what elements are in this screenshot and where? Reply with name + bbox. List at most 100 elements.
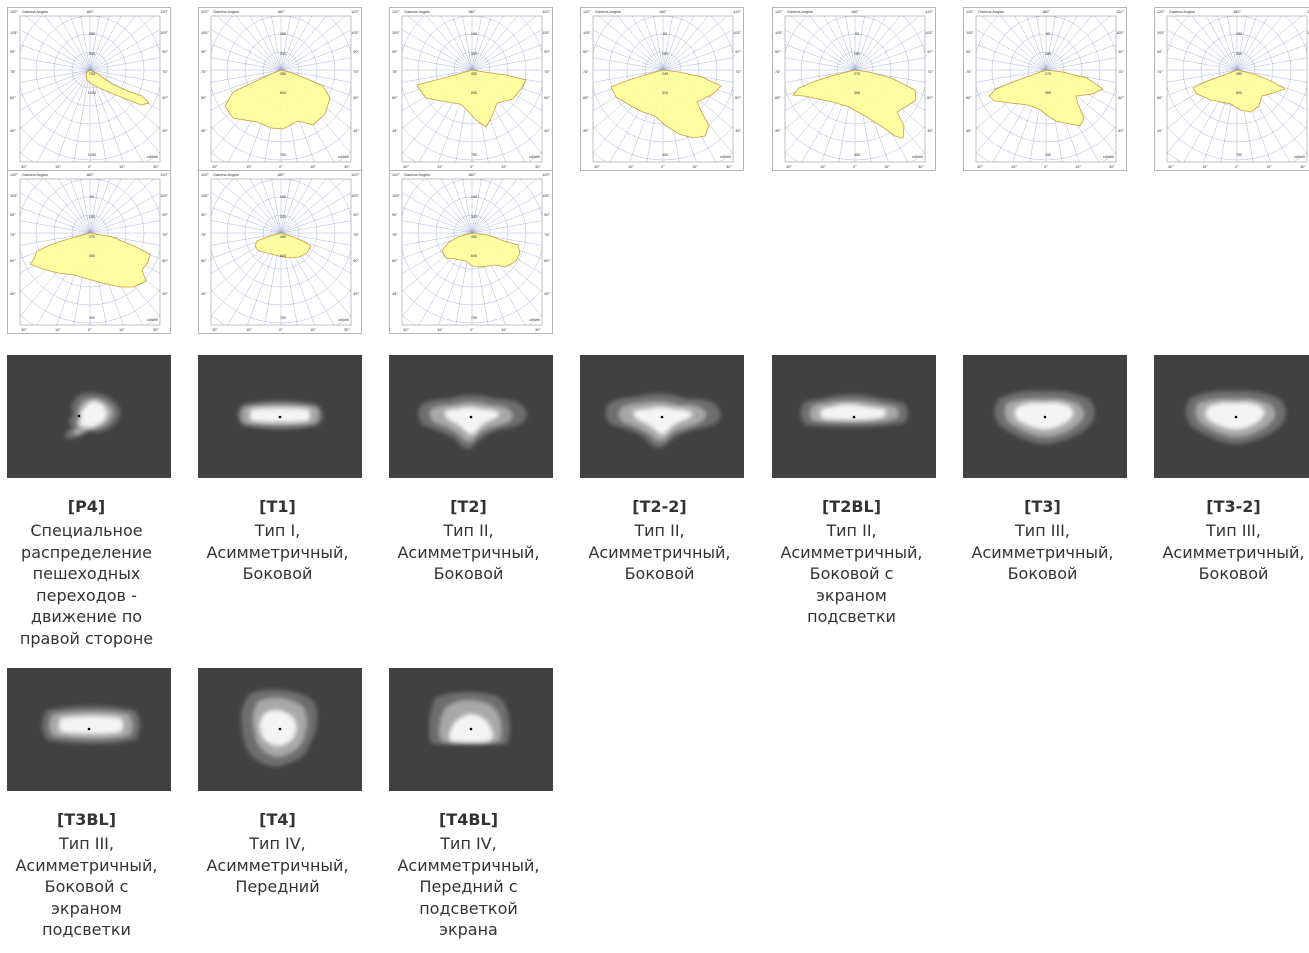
distribution-code: [T4BL] xyxy=(438,810,499,829)
luminaire-position-dot xyxy=(278,727,282,731)
angle-label: 30° xyxy=(1300,165,1306,169)
angle-label: 15° xyxy=(1075,165,1081,169)
distribution-code: [T2-2] xyxy=(632,497,687,516)
angle-label: 120° xyxy=(201,10,209,14)
distribution-description: Тип IV, Асимметричный, Передний xyxy=(206,834,349,896)
scale-label: 1000 xyxy=(88,91,96,95)
angle-label: 45° xyxy=(544,129,550,133)
scale-label: 150 xyxy=(1236,32,1242,36)
scale-label: 750 xyxy=(471,316,477,320)
angle-label: 105° xyxy=(925,31,933,35)
angle-label: 90° xyxy=(544,50,550,54)
distribution-code: [T3] xyxy=(1024,497,1061,516)
angle-label: 30° xyxy=(1109,165,1115,169)
illuminance-zone-core xyxy=(1014,402,1074,430)
distribution-caption-t2-2: [T2-2] Тип II, Асимметричный, Боковой xyxy=(572,496,747,585)
angle-label: 90° xyxy=(10,50,16,54)
angle-label: 120° xyxy=(351,10,359,14)
distribution-caption-p4: [P4] Специальное распределение пешеходны… xyxy=(0,496,174,649)
unit-label: cd/klm xyxy=(912,155,923,159)
angle-label: 45° xyxy=(583,129,589,133)
unit-label: cd/klm xyxy=(338,155,349,159)
angle-label: 15° xyxy=(310,165,316,169)
angle-label: 60° xyxy=(583,96,589,100)
angle-label: 15° xyxy=(310,328,316,332)
angle-label: 120° xyxy=(925,10,933,14)
angle-label: 60° xyxy=(392,96,398,100)
angle-label: 60° xyxy=(201,259,207,263)
scale-label: 450 xyxy=(471,72,477,76)
light-distribution-curve xyxy=(416,69,527,128)
scale-label: 240 xyxy=(662,72,668,76)
angle-label: 45° xyxy=(966,129,972,133)
angle-label: 90° xyxy=(544,213,550,217)
distribution-description: Тип II, Асимметричный, Боковой xyxy=(588,521,731,583)
scale-label: 300 xyxy=(280,52,286,56)
angle-label: 120° xyxy=(1307,10,1309,14)
angle-label: 90° xyxy=(201,50,207,54)
angle-label: 15° xyxy=(55,328,61,332)
scale-label: 90 xyxy=(90,195,94,199)
angle-label: 30° xyxy=(21,165,27,169)
angle-label: 0° xyxy=(1044,165,1048,169)
angle-label: 0° xyxy=(470,165,474,169)
angle-label: 180° xyxy=(659,10,667,14)
distribution-code: [T2] xyxy=(450,497,487,516)
angle-label: 105° xyxy=(733,31,741,35)
angle-label: 30° xyxy=(535,165,541,169)
scale-label: 450 xyxy=(89,316,95,320)
distribution-caption-t2bl: [T2BL] Тип II, Асимметричный, Боковой с … xyxy=(764,496,939,628)
angle-label: 90° xyxy=(927,50,933,54)
angle-label: 90° xyxy=(583,50,589,54)
angle-label: 45° xyxy=(10,292,16,296)
angle-label: 60° xyxy=(353,259,359,263)
angle-label: 30° xyxy=(212,165,218,169)
angle-label: 0° xyxy=(853,165,857,169)
angle-label: 180° xyxy=(468,173,476,177)
angle-label: 15° xyxy=(246,165,252,169)
angle-label: 105° xyxy=(10,194,18,198)
unit-label: cd/klm xyxy=(1294,155,1305,159)
polar-diagram-t2-2: 120° Gamma Angles 180° 120° 105° 105° 90° 90° 75… xyxy=(580,7,744,171)
distribution-code: [T3-2] xyxy=(1206,497,1261,516)
angle-label: 30° xyxy=(535,328,541,332)
angle-label: 75° xyxy=(544,233,550,237)
angle-label: 90° xyxy=(735,50,741,54)
angle-label: 30° xyxy=(1168,165,1174,169)
angle-label: 105° xyxy=(1307,31,1309,35)
angle-label: 15° xyxy=(1011,165,1017,169)
angle-label: 15° xyxy=(437,328,443,332)
distribution-description: Тип III, Асимметричный, Боковой с экрано… xyxy=(15,834,158,939)
angle-label: 45° xyxy=(353,129,359,133)
polar-diagram-t3-2: 120°Gamma Angles180°120°105°105°90°90°75… xyxy=(1154,7,1309,171)
scale-label: 300 xyxy=(471,52,477,56)
illuminance-zone-core xyxy=(633,407,693,435)
angle-label: 75° xyxy=(775,70,781,74)
angle-label: 75° xyxy=(162,233,168,237)
scale-label: 150 xyxy=(471,32,477,36)
angle-label: 105° xyxy=(966,31,974,35)
footprint-image-t4 xyxy=(198,668,362,791)
distribution-description: Тип III, Асимметричный, Боковой xyxy=(1162,521,1305,583)
scale-label: 360 xyxy=(854,91,860,95)
angle-label: 60° xyxy=(10,96,16,100)
luminaire-position-dot xyxy=(469,415,473,419)
angle-label: 60° xyxy=(353,96,359,100)
angle-label: 30° xyxy=(403,165,409,169)
unit-label: cd/klm xyxy=(720,155,731,159)
angle-label: 120° xyxy=(966,10,974,14)
angle-label: 15° xyxy=(820,165,826,169)
angle-label: 45° xyxy=(392,129,398,133)
scale-label: 750 xyxy=(89,72,95,76)
light-distribution-curve xyxy=(441,232,521,268)
scale-label: 600 xyxy=(280,254,286,258)
angle-label: 30° xyxy=(344,328,350,332)
light-distribution-curve xyxy=(988,69,1104,127)
angle-label: 15° xyxy=(884,165,890,169)
light-distribution-curve xyxy=(29,232,151,288)
angle-label: 120° xyxy=(583,10,591,14)
angle-label: 60° xyxy=(201,96,207,100)
angle-label: 60° xyxy=(775,96,781,100)
polar-diagram-t2bl: 120° Gamma Angles 180° 120° 105° 105° 90° 90° 75… xyxy=(772,7,936,171)
angle-label: 105° xyxy=(160,194,168,198)
